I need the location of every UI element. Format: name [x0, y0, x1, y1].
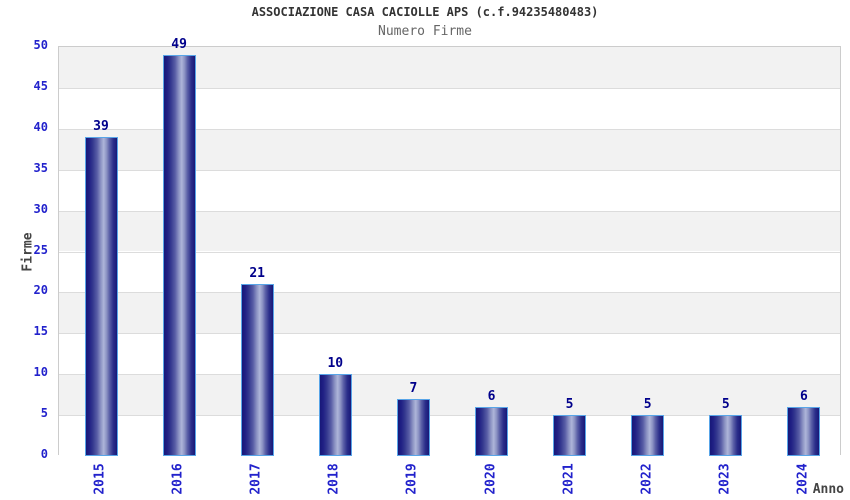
gridline [59, 169, 840, 171]
bar-value-label: 21 [249, 266, 266, 282]
bar-2021 [553, 415, 587, 456]
chart-title: ASSOCIAZIONE CASA CACIOLLE APS (c.f.9423… [251, 5, 599, 19]
bar-value-label: 49 [171, 37, 187, 53]
bar-2018 [318, 374, 352, 456]
y-tick-label: 30 [33, 201, 48, 216]
gridline [59, 292, 840, 294]
bar-2023 [709, 415, 743, 456]
bar-value-label: 6 [799, 388, 808, 404]
x-tick-label-2020: 2020 [483, 463, 498, 495]
gridline [59, 415, 840, 417]
y-tick-label: 45 [33, 78, 48, 93]
x-tick-label-2023: 2023 [717, 463, 733, 495]
x-axis-title: Anno [812, 482, 844, 497]
gridline [59, 128, 840, 130]
y-tick-label: 25 [33, 242, 48, 257]
x-tick-label-2021: 2021 [561, 463, 577, 495]
y-tick-label: 20 [33, 283, 48, 298]
x-tick-label-2015: 2015 [92, 463, 108, 495]
gridline [59, 251, 840, 253]
y-tick-label: 10 [33, 365, 48, 380]
bar-2015 [84, 136, 118, 456]
bar-value-label: 5 [721, 397, 730, 413]
gridline [59, 210, 840, 212]
y-tick-label: 15 [33, 324, 48, 339]
bar-value-label: 6 [487, 388, 496, 404]
bar-2019 [396, 398, 430, 456]
bar-value-label: 5 [565, 397, 574, 413]
gridline [59, 333, 840, 335]
bar-2020 [475, 406, 508, 456]
bar-value-label: 7 [409, 380, 418, 396]
y-tick-label: 40 [33, 119, 48, 134]
gridline [59, 87, 840, 89]
x-tick-label-2019: 2019 [404, 463, 420, 495]
chart-subtitle: Numero Firme [378, 24, 472, 39]
y-tick-label: 0 [40, 447, 48, 461]
bar-value-label: 39 [93, 118, 109, 134]
bar-value-label: 10 [327, 356, 344, 372]
x-tick-label-2017: 2017 [248, 463, 264, 495]
x-tick-label-2018: 2018 [326, 463, 342, 495]
bar-value-label: 5 [643, 397, 652, 413]
y-tick-label: 5 [40, 406, 48, 421]
y-tick-label: 50 [33, 38, 48, 52]
bar-2017 [240, 284, 274, 456]
plot-area: 39 49 21 10 7 6 5 5 5 6 [58, 37, 841, 456]
x-tick-label-2024: 2024 [795, 463, 811, 495]
bar-2024 [787, 406, 821, 456]
bar-2022 [631, 415, 665, 456]
gridline [59, 374, 840, 376]
y-tick-label: 35 [33, 160, 48, 175]
x-tick-label-2022: 2022 [639, 463, 655, 495]
x-tick-label-2016: 2016 [170, 463, 186, 495]
bar-2016 [162, 55, 196, 456]
